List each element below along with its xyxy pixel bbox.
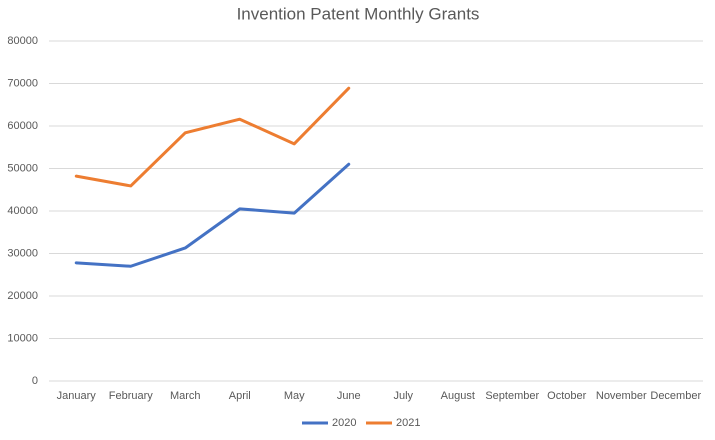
x-tick-label: May	[284, 390, 305, 402]
y-tick-label: 70000	[7, 77, 38, 89]
x-tick-label: August	[441, 390, 475, 402]
y-tick-label: 20000	[7, 290, 38, 302]
x-tick-label: September	[485, 390, 539, 402]
y-tick-label: 0	[32, 375, 38, 387]
x-tick-label: December	[650, 390, 701, 402]
y-tick-label: 30000	[7, 247, 38, 259]
legend-label: 2020	[332, 417, 356, 429]
y-tick-label: 60000	[7, 120, 38, 132]
legend-label: 2021	[396, 417, 420, 429]
x-tick-label: July	[393, 390, 413, 402]
chart-title: Invention Patent Monthly Grants	[237, 4, 480, 23]
series-line	[74, 86, 351, 188]
y-tick-label: 50000	[7, 162, 38, 174]
x-tick-label: February	[109, 390, 154, 402]
y-tick-label: 40000	[7, 205, 38, 217]
x-tick-label: April	[229, 390, 251, 402]
y-tick-label: 80000	[7, 35, 38, 47]
x-tick-label: January	[57, 390, 97, 402]
y-tick-label: 10000	[7, 332, 38, 344]
series-line	[74, 162, 351, 268]
x-tick-label: June	[337, 390, 361, 402]
x-tick-label: March	[170, 390, 201, 402]
x-tick-label: October	[547, 390, 586, 402]
x-tick-label: November	[596, 390, 647, 402]
